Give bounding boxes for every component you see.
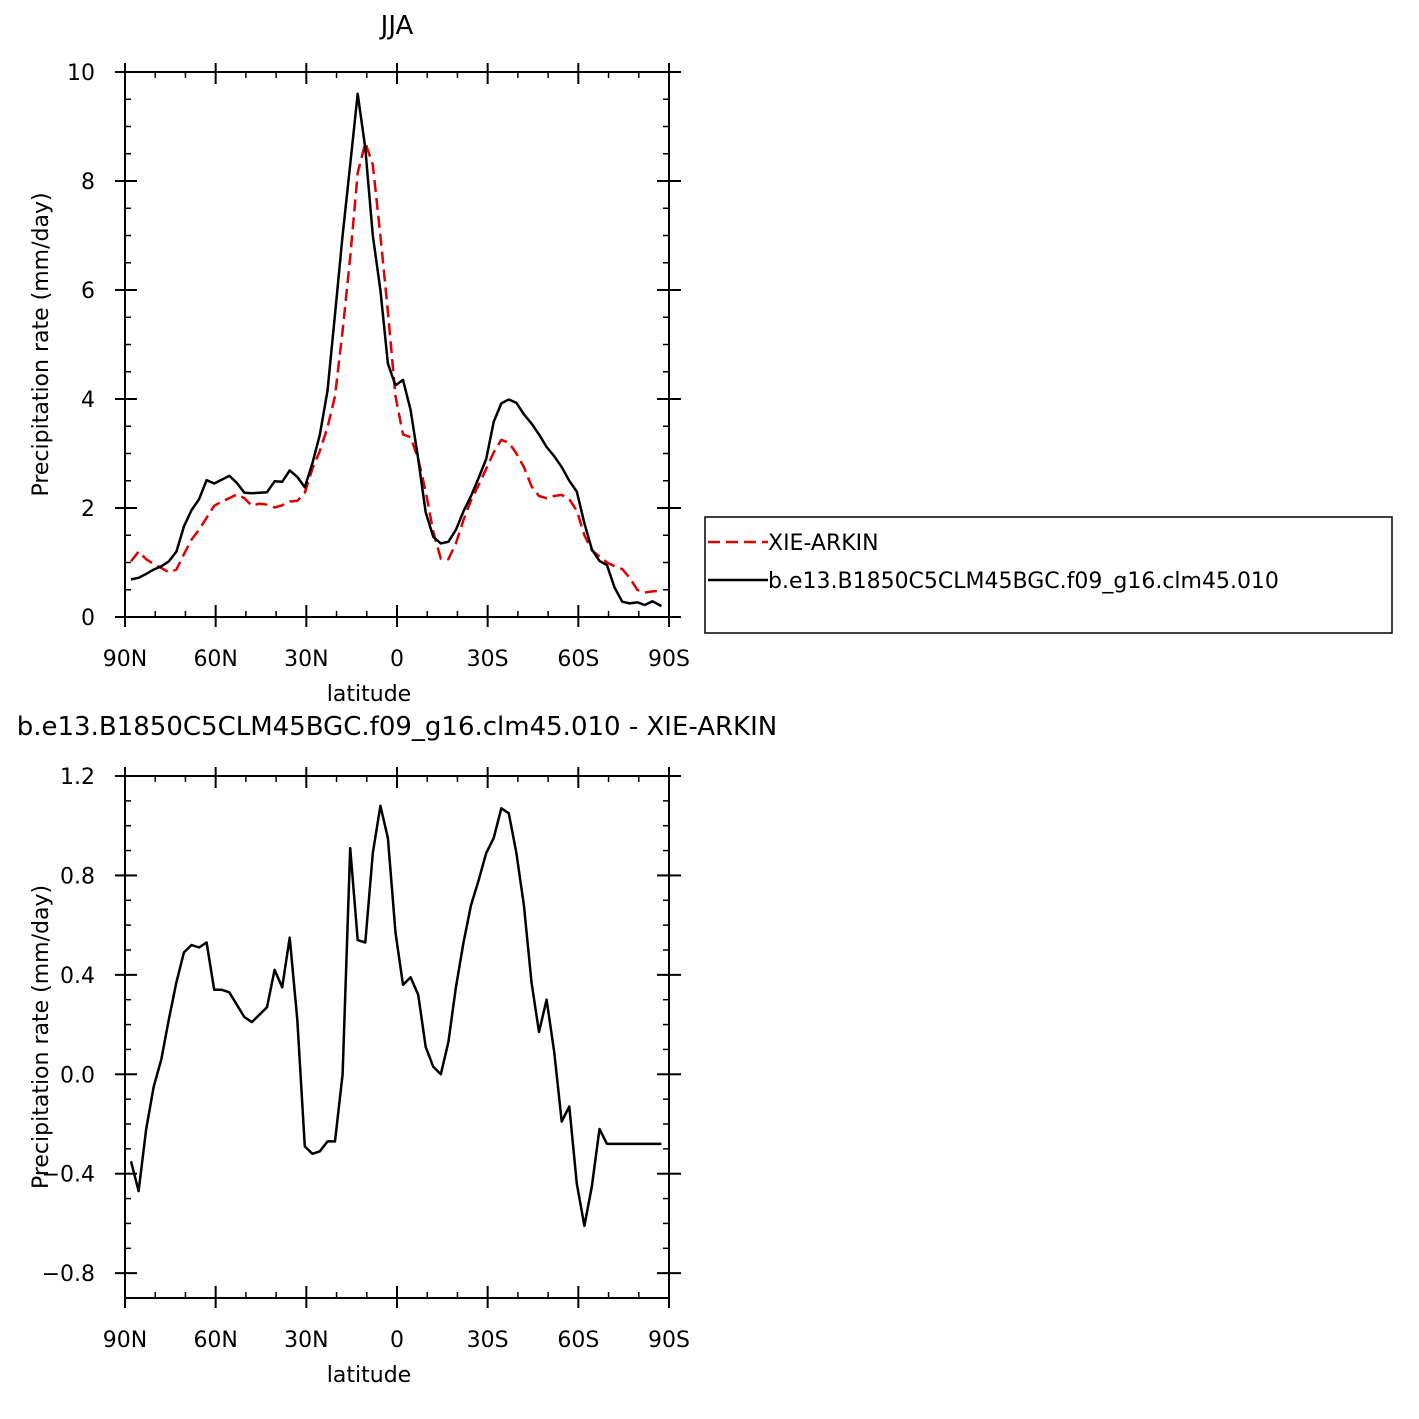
y-tick-label: 0.0 — [60, 1063, 95, 1088]
chart-title: b.e13.B1850C5CLM45BGC.f09_g16.clm45.010 … — [17, 712, 777, 742]
x-axis-label: latitude — [327, 1363, 411, 1388]
chart-panel-1: JJA 90N 60N 30N 0 30S 60S 90S 0 2 4 6 8 10 latitude Pre… — [29, 11, 1393, 707]
y-tick-label: −0.4 — [42, 1163, 95, 1188]
series-line-1 — [130, 141, 662, 594]
y-axis-label: Precipitation rate (mm/day) — [29, 885, 54, 1189]
y-tick-label: −0.8 — [42, 1262, 95, 1287]
y-tick-label: 1.2 — [60, 765, 95, 790]
legend-box — [704, 516, 1393, 634]
x-tick-label: 30S — [467, 1328, 509, 1353]
x-axis-label: latitude — [327, 682, 411, 707]
x-tick-label: 60S — [557, 1328, 599, 1353]
x-tick-label: 90S — [648, 1328, 690, 1353]
x-tick-label: 90N — [103, 647, 147, 672]
series-line-2 — [130, 92, 662, 608]
plot-frame — [124, 775, 670, 1299]
x-tick-label: 30N — [284, 647, 328, 672]
y-tick-label: 0.4 — [60, 964, 95, 989]
y-tick-label: 6 — [81, 279, 95, 304]
chart-title: JJA — [379, 11, 414, 41]
legend-label-1: XIE-ARKIN — [768, 531, 879, 556]
y-tick-label: 4 — [81, 388, 95, 413]
y-axis-label: Precipitation rate (mm/day) — [29, 192, 54, 496]
y-tick-label: 8 — [81, 170, 95, 195]
x-tick-label: 60S — [557, 647, 599, 672]
x-tick-label: 30N — [284, 1328, 328, 1353]
plot-area — [130, 92, 662, 608]
x-tick-label: 90S — [648, 647, 690, 672]
x-tick-label: 60N — [193, 1328, 237, 1353]
x-tick-label: 0 — [390, 1328, 404, 1353]
x-tick-label: 0 — [390, 647, 404, 672]
y-axis-label-clip: Precipitation rate (mm/day) — [29, 885, 54, 1189]
series-line-1 — [129, 804, 662, 1228]
plot-area — [129, 804, 662, 1228]
y-tick-label: 0 — [81, 606, 95, 631]
chart-panel-2: b.e13.B1850C5CLM45BGC.f09_g16.clm45.010 … — [17, 712, 777, 1388]
legend: XIE-ARKIN b.e13.B1850C5CLM45BGC.f09_g16.c… — [704, 516, 1393, 634]
x-tick-label: 60N — [193, 647, 237, 672]
y-tick-label: 2 — [81, 497, 95, 522]
x-tick-label: 90N — [103, 1328, 147, 1353]
y-tick-label: 10 — [67, 61, 95, 86]
x-tick-label: 30S — [467, 647, 509, 672]
legend-label-2: b.e13.B1850C5CLM45BGC.f09_g16.clm45.010 — [768, 569, 1279, 594]
y-tick-label: 0.8 — [60, 864, 95, 889]
